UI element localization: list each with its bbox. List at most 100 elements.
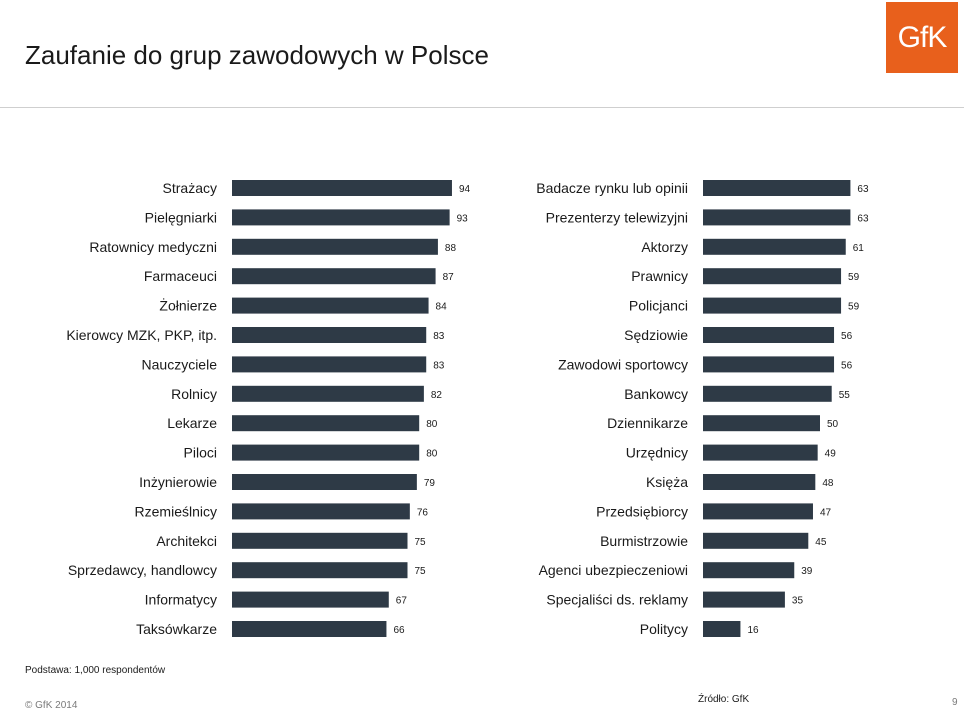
bar [703,268,842,285]
bar [232,621,387,637]
category-label: Burmistrzowie [600,533,688,549]
value-label: 16 [747,625,759,636]
category-label: Piloci [184,445,217,461]
category-label: Badacze rynku lub opinii [536,180,688,196]
bar [703,474,816,490]
bar [232,209,450,226]
category-label: Informatycy [145,592,217,608]
bar [703,621,741,637]
category-label: Rzemieślnicy [135,503,217,519]
bar [232,532,408,549]
copyright: © GfK 2014 [25,700,78,711]
value-label: 94 [459,184,471,195]
category-label: Sędziowie [624,327,688,343]
category-label: Księża [646,474,688,490]
bar [232,415,420,432]
base-note: Podstawa: 1,000 respondentów [25,665,166,676]
source-note: Źródło: GfK [698,694,750,705]
category-label: Inżynierowie [139,474,217,490]
value-label: 87 [443,272,455,283]
category-label: Politycy [640,621,688,637]
value-label: 59 [848,302,860,313]
value-label: 80 [426,449,438,460]
bar [703,444,818,461]
category-label: Dziennikarze [607,415,688,431]
bar [703,238,846,255]
bar [703,532,809,549]
bar-chart-1: Strażacy 94 Pielęgniarki 93 Ratownicy medycz… [66,180,471,637]
bar [703,503,813,520]
value-label: 48 [822,478,834,489]
value-label: 83 [433,331,445,342]
bar [703,385,832,402]
value-label: 49 [825,449,837,460]
value-label: 88 [445,243,457,254]
bar [232,562,408,579]
category-label: Architekci [156,533,217,549]
bar [232,444,420,461]
category-label: Przedsiębiorcy [596,503,688,519]
logo-text: GfK [897,20,948,54]
value-label: 47 [820,507,832,518]
category-label: Farmaceuci [144,268,217,284]
gfk-logo: GfK [886,2,958,73]
value-label: 93 [457,213,469,224]
bar [703,297,842,314]
value-label: 67 [396,596,408,607]
bar [232,180,452,196]
bar-charts: Strażacy 94 Pielęgniarki 93 Ratownicy medycz… [66,180,869,637]
value-label: 55 [839,390,851,401]
value-label: 63 [857,184,869,195]
value-label: 76 [417,507,429,518]
value-label: 75 [415,566,427,577]
value-label: 56 [841,360,853,371]
category-label: Specjaliści ds. reklamy [546,592,688,608]
bar [232,327,427,343]
category-label: Urzędnicy [626,445,688,461]
value-label: 50 [827,419,839,430]
bar [703,415,820,432]
bar [703,562,795,579]
category-label: Taksówkarze [136,621,217,637]
category-label: Prezenterzy telewizyjni [546,209,688,225]
bar [232,356,427,373]
value-label: 59 [848,272,860,283]
category-label: Policjanci [629,298,688,314]
value-label: 45 [815,537,827,548]
category-label: Aktorzy [641,239,688,255]
value-label: 82 [431,390,443,401]
value-label: 80 [426,419,438,430]
bar [232,474,417,490]
page-title: Zaufanie do grup zawodowych w Polsce [25,40,489,70]
bar [232,297,429,314]
category-label: Agenci ubezpieczeniowi [539,562,688,578]
bar [703,591,785,608]
value-label: 56 [841,331,853,342]
category-label: Sprzedawcy, handlowcy [68,562,217,578]
bar [232,268,436,285]
bar [232,238,438,255]
value-label: 79 [424,478,436,489]
value-label: 61 [853,243,865,254]
bar [703,180,851,196]
value-label: 75 [415,537,427,548]
value-label: 35 [792,596,804,607]
bar [232,385,424,402]
bar [703,327,835,343]
category-label: Ratownicy medyczni [89,239,217,255]
value-label: 63 [857,213,869,224]
bar-chart-2: Badacze rynku lub opinii 63 Prezenterzy te… [536,180,869,637]
bar [703,356,835,373]
category-label: Prawnicy [631,268,688,284]
header-divider [0,107,964,108]
category-label: Kierowcy MZK, PKP, itp. [66,327,217,343]
value-label: 66 [393,625,405,636]
bar [232,591,389,608]
category-label: Rolnicy [171,386,217,402]
bar [232,503,410,520]
bar [703,209,851,226]
category-label: Strażacy [163,180,217,196]
value-label: 84 [436,302,448,313]
category-label: Zawodowi sportowcy [558,356,688,372]
category-label: Pielęgniarki [145,209,217,225]
